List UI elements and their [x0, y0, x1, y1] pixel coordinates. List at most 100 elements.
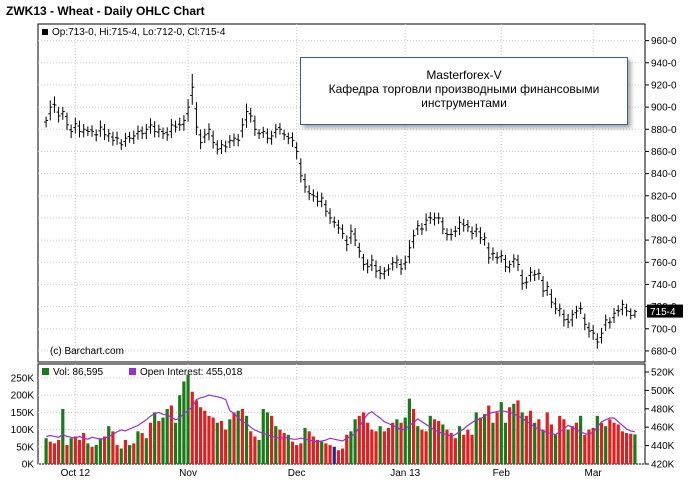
ohlc-bar — [465, 219, 470, 233]
volume-bar — [378, 426, 382, 464]
volume-bar — [424, 431, 428, 464]
ohlc-bar — [277, 122, 282, 135]
ohlc-bar — [198, 129, 203, 150]
ohlc-bar — [81, 123, 86, 138]
price-tick-label: 760-0 — [651, 258, 677, 269]
volume-bar — [173, 422, 178, 464]
ohlc-bar — [432, 212, 437, 226]
volume-bar — [499, 402, 503, 464]
ohlc-bar — [144, 123, 149, 140]
ohlc-bar — [428, 212, 433, 224]
last-price-marker: 715-4 — [647, 304, 683, 318]
volume-bar — [157, 421, 161, 464]
volume-tick-label: 100K — [11, 425, 35, 436]
volume-bar — [328, 445, 332, 464]
ohlc-bar — [528, 266, 533, 282]
ohlc-bar — [77, 120, 82, 138]
ohlc-bar — [403, 255, 408, 270]
volume-bar — [620, 431, 624, 464]
volume-bar — [382, 431, 386, 464]
ohlc-bar — [503, 254, 508, 273]
ohlc-bar — [373, 260, 378, 278]
volume-bar — [65, 445, 69, 464]
volume-bar — [349, 431, 353, 464]
ohlc-bar — [453, 225, 458, 238]
ohlc-bar — [478, 227, 483, 244]
volume-bar — [315, 439, 320, 464]
volume-bar — [445, 429, 449, 464]
volume-bar — [307, 431, 311, 464]
price-tick-label: 780-0 — [651, 236, 677, 247]
ohlc-bar — [257, 129, 262, 140]
ohlc-bar — [582, 313, 587, 331]
volume-bar — [240, 408, 244, 464]
volume-bar — [570, 426, 574, 464]
volume-bar — [407, 398, 412, 464]
ohlc-bar — [56, 106, 61, 123]
ohlc-bar — [311, 189, 316, 202]
volume-bar — [340, 448, 345, 464]
volume-bar — [599, 422, 604, 464]
ohlc-bar — [115, 131, 120, 145]
volume-bar — [512, 403, 516, 464]
volume-bar — [320, 441, 324, 464]
volume-bar — [324, 443, 328, 464]
volume-bar — [616, 424, 620, 464]
volume-bars — [44, 374, 637, 464]
ohlc-bar — [361, 253, 366, 271]
volume-bar — [608, 419, 612, 464]
ohlc-bar — [440, 217, 445, 235]
ohlc-bar — [541, 275, 546, 298]
volume-bar — [199, 407, 203, 464]
ohlc-bar — [553, 297, 558, 315]
volume-bar — [161, 417, 165, 464]
annotation-line-3: инструментами — [421, 96, 507, 110]
volume-bar — [411, 408, 416, 464]
volume-bar — [391, 422, 395, 464]
volume-bar — [366, 422, 370, 464]
ohlc-bar — [520, 269, 525, 290]
volume-bar — [566, 429, 570, 464]
ohlc-bar — [353, 228, 358, 247]
ohlc-bar — [407, 239, 412, 264]
ohlc-bar — [570, 309, 575, 327]
x-tick-label: Oct 12 — [61, 468, 91, 479]
ohlc-bar — [194, 102, 199, 136]
annotation-line-2: Кафедра торговли производными финансовым… — [328, 82, 600, 96]
chart-title: ZWK13 - Wheat - Daily OHLC Chart — [6, 4, 205, 18]
volume-bar — [194, 400, 199, 464]
source-label: (c) Barchart.com — [50, 346, 124, 357]
volume-bar — [182, 381, 186, 464]
ohlc-bar — [161, 127, 166, 140]
volume-tick-label: 200K — [11, 391, 35, 402]
ohlc-bar — [595, 333, 600, 349]
volume-bar — [244, 415, 249, 464]
price-tick-label: 900-0 — [651, 103, 677, 114]
volume-bar — [441, 424, 445, 464]
ohlc-bar — [574, 305, 579, 319]
volume-bar — [508, 407, 512, 464]
volume-bar — [491, 422, 495, 464]
open-interest-legend-label: Open Interest: 455,018 — [140, 367, 243, 378]
volume-bar — [462, 434, 466, 464]
price-tick-label: 800-0 — [651, 213, 677, 224]
ohlc-bar — [474, 223, 479, 238]
price-tick-label: 960-0 — [651, 36, 677, 47]
ohlc-bar — [85, 126, 90, 137]
ohlc-bar — [620, 299, 625, 316]
price-tick-label: 920-0 — [651, 80, 677, 91]
volume-bar — [48, 441, 52, 464]
ohlc-bar — [290, 132, 295, 148]
ohlc-bar — [219, 140, 224, 154]
ohlc-bar — [102, 123, 107, 141]
ohlc-bar — [628, 308, 633, 320]
volume-tick-label: 50K — [16, 442, 34, 453]
ohlc-bar — [298, 158, 303, 183]
volume-bar — [224, 429, 228, 464]
ohlc-bar — [227, 135, 232, 149]
ohlc-bar — [624, 303, 629, 317]
price-tick-labels: 960-0 940-0 920-0 900-0 880-0 860-0 840-0 820-0… — [651, 36, 677, 357]
volume-bar — [370, 429, 374, 464]
price-legend-label: Op:713-0, Hi:715-4, Lo:712-0, Cl:715-4 — [52, 27, 226, 38]
volume-bar — [336, 450, 341, 464]
